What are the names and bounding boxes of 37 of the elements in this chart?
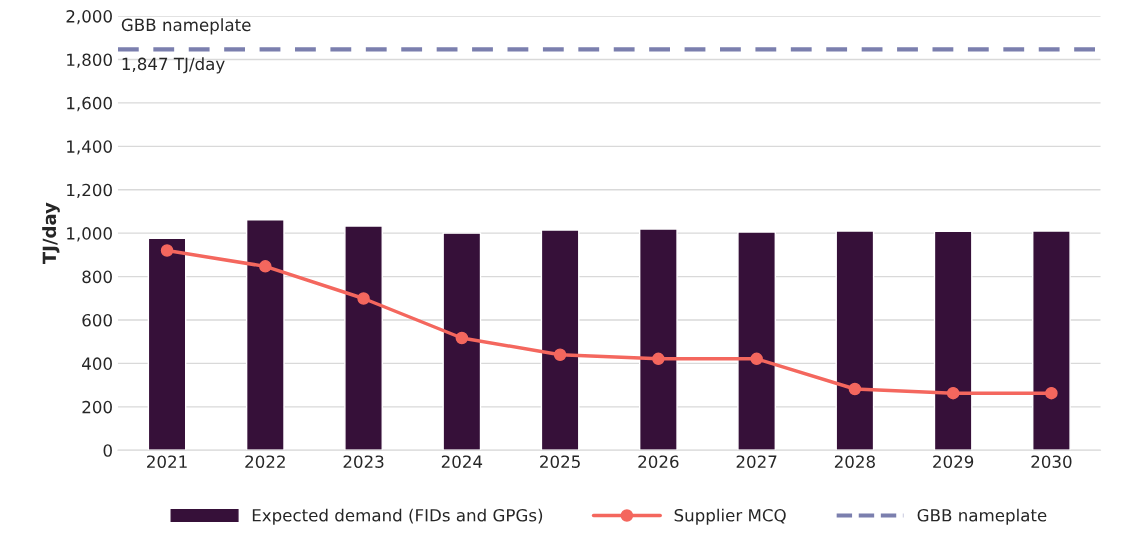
- y-axis-title: TJ/day: [42, 202, 60, 265]
- point: [160, 244, 174, 257]
- y-tick-label: 1,400: [67, 140, 112, 155]
- annotation: 1,847 TJ/day: [122, 57, 225, 74]
- x-tick-label: 2021: [147, 455, 187, 468]
- y-tick-label: 2,000: [66, 10, 112, 25]
- x-tick-label: 2025: [540, 455, 580, 468]
- y-tick-label: 600: [82, 313, 112, 327]
- x-tick-label: 2028: [834, 455, 875, 468]
- y-tick-label: 1,800: [67, 53, 112, 68]
- point: [652, 352, 665, 366]
- point: [946, 386, 960, 400]
- y-tick-label: 1,200: [67, 183, 112, 199]
- y-tick-label: 200: [82, 400, 112, 414]
- point: [259, 260, 272, 273]
- point: [553, 348, 567, 361]
- x-tick-label: 2027: [736, 455, 777, 468]
- point: [455, 331, 469, 345]
- y-tick-label: 0: [103, 444, 112, 457]
- x-tick-label: 2023: [343, 455, 384, 468]
- y-tick-label: 1,600: [67, 96, 112, 112]
- annotation: GBB nameplate: [121, 18, 251, 35]
- x-tick-label: 2022: [245, 455, 285, 468]
- point: [1045, 386, 1058, 400]
- y-tick-label: 1,000: [67, 227, 112, 242]
- point: [357, 292, 370, 305]
- x-tick-label: 2030: [1031, 455, 1072, 468]
- point: [750, 352, 763, 366]
- legend-label: GBB nameplate: [917, 508, 1047, 525]
- y-tick-label: 400: [82, 357, 112, 370]
- point: [848, 382, 862, 396]
- y-tick-label: 800: [82, 270, 112, 284]
- x-tick-label: 2024: [441, 455, 483, 468]
- legend-label: Supplier MCQ: [674, 508, 786, 525]
- x-tick-label: 2026: [638, 455, 679, 468]
- legend-label: Expected demand (FIDs and GPGs): [252, 508, 543, 525]
- x-tick-label: 2029: [933, 455, 974, 468]
